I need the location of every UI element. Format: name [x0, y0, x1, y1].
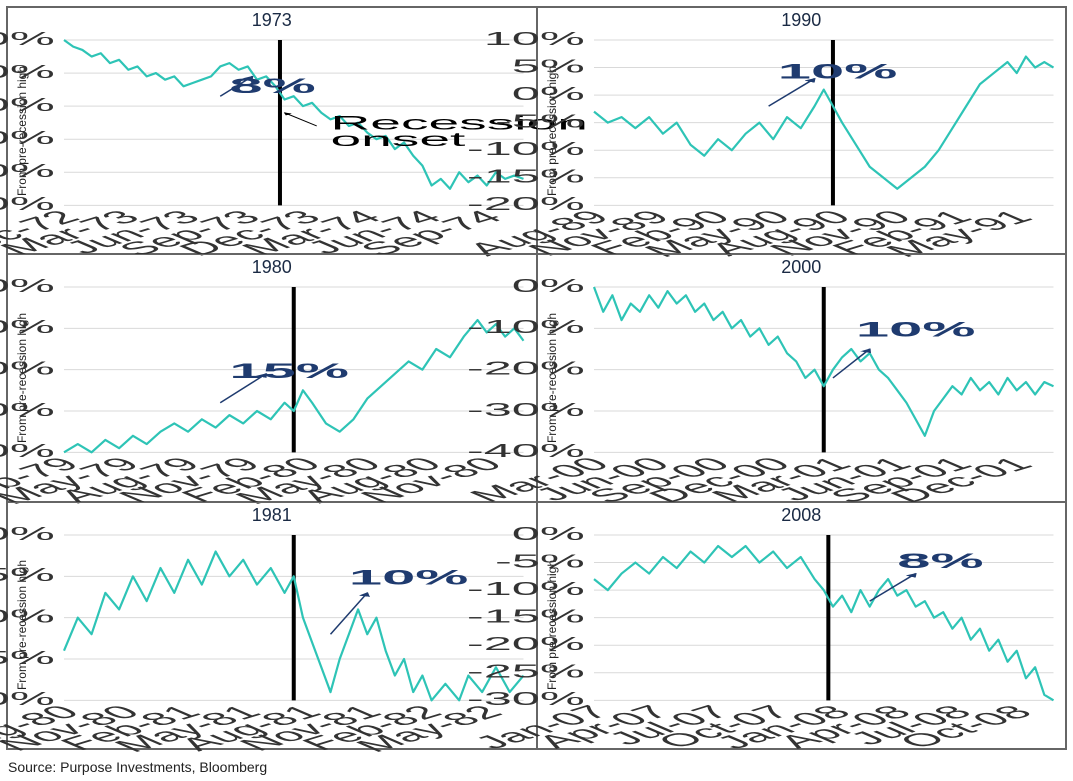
panel-title: 1981: [252, 505, 292, 526]
chart-area: -40%-30%-20%-10%0%10%Mar-00Jun-00Sep-00D…: [594, 287, 1054, 452]
rally-callout: 10%: [855, 317, 975, 341]
rally-callout: 8%: [897, 548, 983, 572]
svg-text:10%: 10%: [483, 29, 584, 49]
svg-text:-5%: -5%: [494, 112, 584, 132]
svg-text:20%: 20%: [0, 318, 55, 338]
svg-text:0%: 0%: [0, 29, 55, 49]
svg-text:-25%: -25%: [466, 661, 584, 681]
svg-text:0%: 0%: [511, 524, 584, 544]
panel-title: 2008: [781, 505, 821, 526]
rally-callout: 15%: [229, 359, 349, 383]
panel-title: 1990: [781, 10, 821, 31]
chart-area: -30%-25%-20%-15%-10%-5%0%8%Jan-07Apr-07J…: [594, 535, 1054, 700]
svg-text:-10%: -10%: [466, 318, 584, 338]
svg-text:-5%: -5%: [0, 565, 55, 585]
panel-title: 2000: [781, 257, 821, 278]
svg-text:-20%: -20%: [466, 634, 584, 654]
svg-text:-15%: -15%: [0, 648, 55, 668]
rally-callout: 10%: [349, 565, 469, 589]
rally-callout: 10%: [777, 59, 897, 83]
chart-area: -50%-40%-30%-20%-10%0%8%RecessiononsetDe…: [64, 40, 524, 205]
svg-text:10%: 10%: [0, 359, 55, 379]
svg-text:-10%: -10%: [466, 139, 584, 159]
chart-area: -20%-15%-10%-5%0%5%10%10%Aug-89Nov-89Feb…: [594, 40, 1054, 205]
source-text: Source: Purpose Investments, Bloomberg: [8, 759, 267, 775]
svg-text:-20%: -20%: [466, 359, 584, 379]
chart-panel-2008: 2008From pre-recession high-30%-25%-20%-…: [537, 502, 1067, 749]
svg-text:0%: 0%: [511, 84, 584, 104]
svg-text:-20%: -20%: [0, 95, 55, 115]
svg-text:-10%: -10%: [0, 62, 55, 82]
chart-panel-2000: 2000From pre-recession high-40%-30%-20%-…: [537, 254, 1067, 501]
svg-text:-5%: -5%: [494, 551, 584, 571]
chart-panel-1981: 1981From pre-recession high-20%-15%-10%-…: [7, 502, 537, 749]
rally-callout: 8%: [229, 73, 315, 97]
svg-text:30%: 30%: [0, 276, 55, 296]
chart-grid: 1973From pre-recession high-50%-40%-30%-…: [6, 6, 1067, 750]
svg-text:-30%: -30%: [0, 128, 55, 148]
svg-text:-15%: -15%: [466, 606, 584, 626]
panel-title: 1980: [252, 257, 292, 278]
svg-text:5%: 5%: [511, 57, 584, 77]
svg-text:-30%: -30%: [466, 400, 584, 420]
chart-area: -10%0%10%20%30%15%Feb-79May-79Aug-79Nov-…: [64, 287, 524, 452]
price-series: [594, 546, 1054, 700]
chart-panel-1990: 1990From pre-recession high-20%-15%-10%-…: [537, 7, 1067, 254]
chart-panel-1980: 1980From pre-recession high-10%0%10%20%3…: [7, 254, 537, 501]
chart-panel-1973: 1973From pre-recession high-50%-40%-30%-…: [7, 7, 537, 254]
svg-text:0%: 0%: [0, 524, 55, 544]
svg-text:-15%: -15%: [466, 167, 584, 187]
svg-text:0%: 0%: [0, 400, 55, 420]
svg-text:-40%: -40%: [0, 161, 55, 181]
svg-text:-10%: -10%: [0, 606, 55, 626]
chart-area: -20%-15%-10%-5%0%10%Aug-80Nov-80Feb-81Ma…: [64, 535, 524, 700]
svg-text:0%: 0%: [511, 276, 584, 296]
panel-title: 1973: [252, 10, 292, 31]
svg-text:-10%: -10%: [466, 579, 584, 599]
